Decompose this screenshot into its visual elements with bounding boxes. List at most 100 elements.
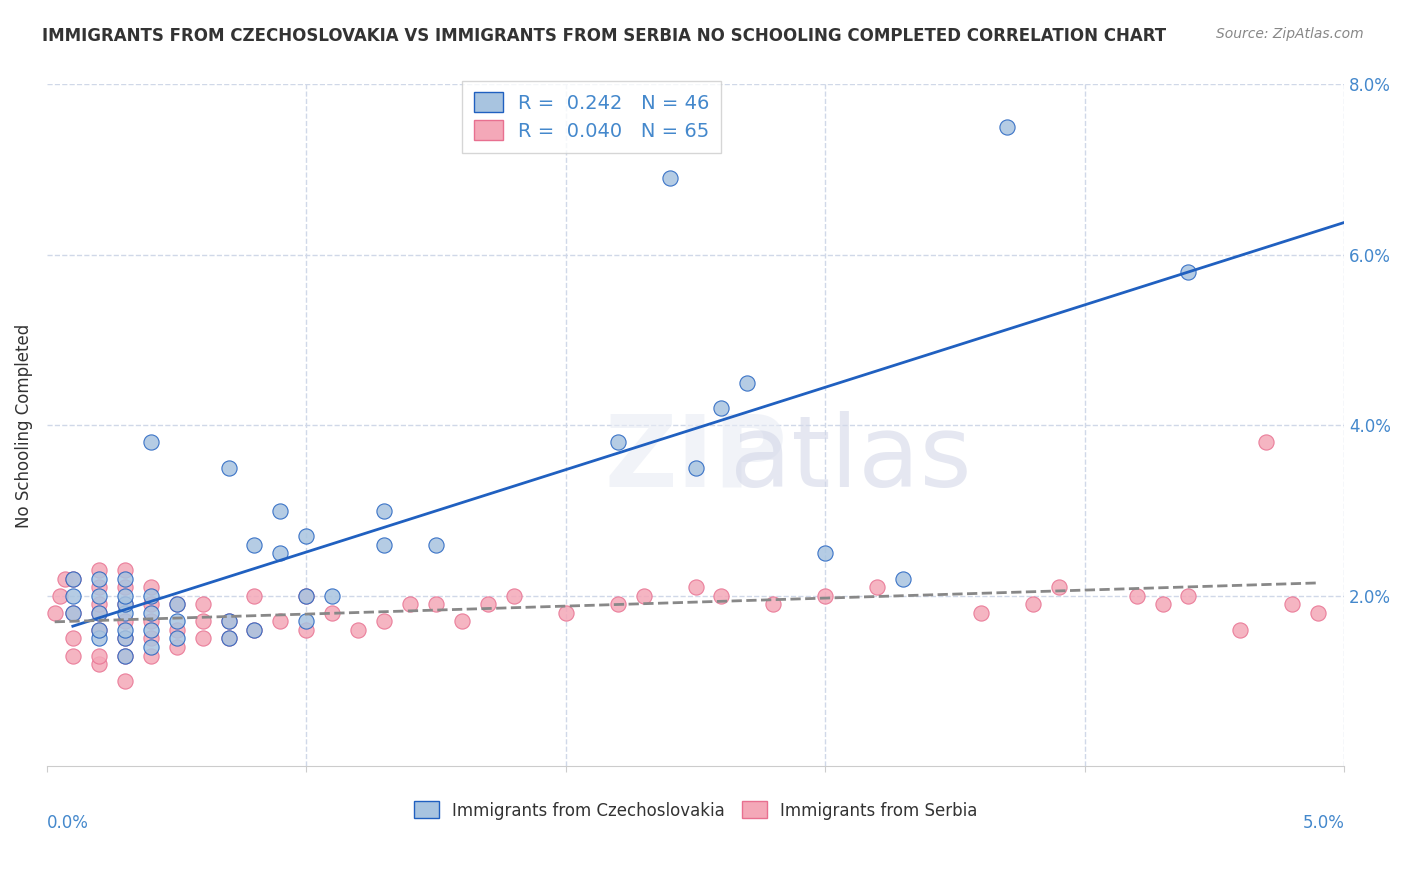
Point — [658, 171, 681, 186]
Point — [218, 632, 240, 646]
Point — [891, 572, 914, 586]
Point — [166, 632, 188, 646]
Point — [970, 606, 993, 620]
Point — [373, 503, 395, 517]
Point — [347, 623, 370, 637]
Point — [477, 598, 499, 612]
Point — [114, 606, 136, 620]
Point — [1047, 580, 1070, 594]
Point — [87, 598, 110, 612]
Point — [295, 589, 318, 603]
Point — [139, 580, 162, 594]
Point — [425, 538, 447, 552]
Point — [44, 606, 66, 620]
Point — [62, 606, 84, 620]
Point — [218, 615, 240, 629]
Point — [995, 120, 1018, 134]
Point — [243, 589, 266, 603]
Point — [114, 598, 136, 612]
Point — [114, 589, 136, 603]
Point — [114, 572, 136, 586]
Point — [87, 572, 110, 586]
Point — [87, 648, 110, 663]
Point — [114, 648, 136, 663]
Point — [269, 546, 291, 560]
Text: IMMIGRANTS FROM CZECHOSLOVAKIA VS IMMIGRANTS FROM SERBIA NO SCHOOLING COMPLETED : IMMIGRANTS FROM CZECHOSLOVAKIA VS IMMIGR… — [42, 27, 1167, 45]
Point — [762, 598, 785, 612]
Point — [814, 546, 837, 560]
Point — [114, 598, 136, 612]
Point — [87, 563, 110, 577]
Point — [1022, 598, 1045, 612]
Point — [321, 606, 343, 620]
Point — [139, 435, 162, 450]
Point — [191, 598, 214, 612]
Point — [737, 376, 759, 390]
Legend: Immigrants from Czechoslovakia, Immigrants from Serbia: Immigrants from Czechoslovakia, Immigran… — [408, 795, 984, 826]
Point — [1152, 598, 1174, 612]
Point — [295, 589, 318, 603]
Point — [62, 648, 84, 663]
Point — [139, 589, 162, 603]
Point — [243, 623, 266, 637]
Point — [606, 598, 628, 612]
Point — [218, 632, 240, 646]
Point — [87, 623, 110, 637]
Point — [295, 615, 318, 629]
Point — [62, 572, 84, 586]
Point — [243, 623, 266, 637]
Point — [87, 580, 110, 594]
Point — [1177, 265, 1199, 279]
Point — [606, 435, 628, 450]
Point — [139, 623, 162, 637]
Point — [321, 589, 343, 603]
Text: atlas: atlas — [730, 411, 972, 508]
Point — [218, 461, 240, 475]
Point — [1281, 598, 1303, 612]
Point — [633, 589, 655, 603]
Point — [1177, 589, 1199, 603]
Point — [87, 632, 110, 646]
Point — [243, 538, 266, 552]
Text: Source: ZipAtlas.com: Source: ZipAtlas.com — [1216, 27, 1364, 41]
Point — [685, 461, 707, 475]
Point — [139, 598, 162, 612]
Point — [373, 615, 395, 629]
Point — [139, 648, 162, 663]
Point — [114, 615, 136, 629]
Point — [49, 589, 72, 603]
Point — [451, 615, 474, 629]
Point — [814, 589, 837, 603]
Text: 5.0%: 5.0% — [1302, 814, 1344, 832]
Point — [114, 632, 136, 646]
Point — [295, 623, 318, 637]
Point — [87, 606, 110, 620]
Point — [269, 503, 291, 517]
Point — [62, 632, 84, 646]
Point — [295, 529, 318, 543]
Point — [373, 538, 395, 552]
Point — [166, 623, 188, 637]
Point — [166, 598, 188, 612]
Point — [114, 674, 136, 689]
Point — [218, 615, 240, 629]
Text: ZIP: ZIP — [605, 411, 787, 508]
Point — [62, 572, 84, 586]
Point — [710, 589, 733, 603]
Y-axis label: No Schooling Completed: No Schooling Completed — [15, 323, 32, 527]
Point — [1256, 435, 1278, 450]
Point — [191, 632, 214, 646]
Point — [269, 615, 291, 629]
Point — [139, 632, 162, 646]
Point — [114, 563, 136, 577]
Point — [114, 648, 136, 663]
Point — [87, 589, 110, 603]
Point — [62, 606, 84, 620]
Point — [425, 598, 447, 612]
Point — [191, 615, 214, 629]
Point — [87, 623, 110, 637]
Point — [139, 606, 162, 620]
Point — [166, 640, 188, 654]
Point — [62, 589, 84, 603]
Point — [710, 401, 733, 416]
